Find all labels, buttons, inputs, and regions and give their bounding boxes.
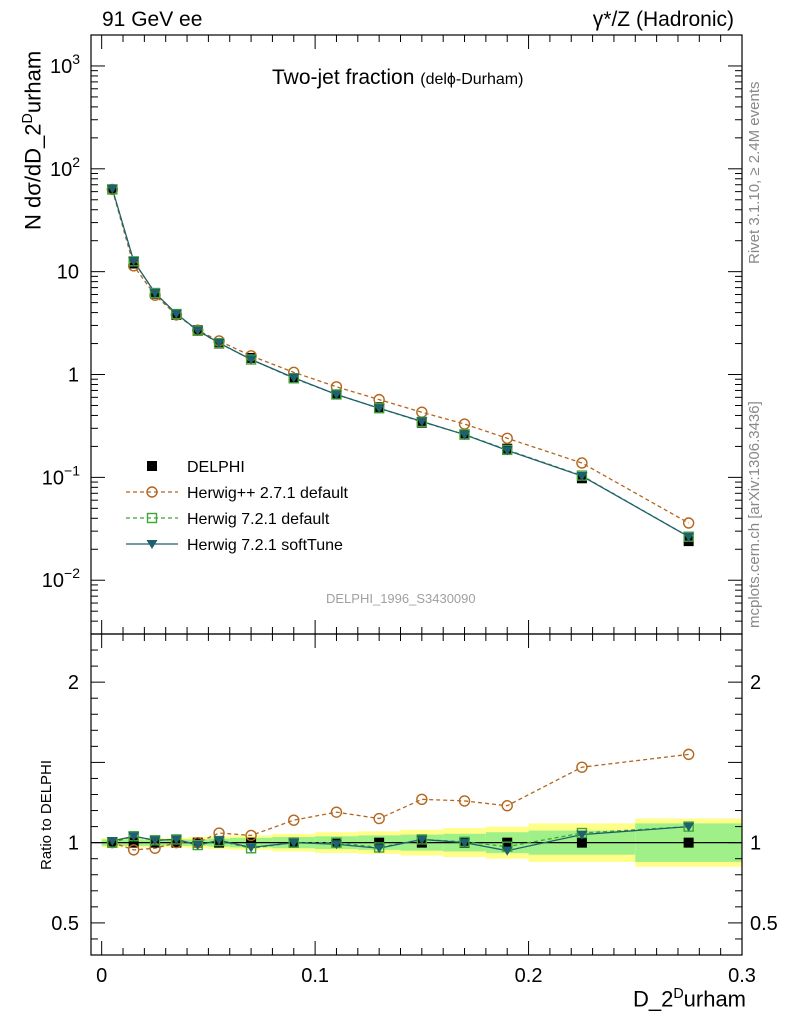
- y-tick-label-main: 10−2: [42, 565, 80, 592]
- ratio-data-point: [416, 793, 428, 806]
- legend-label: DELPHI: [187, 459, 245, 476]
- y-tick-label-ratio: 1: [68, 833, 79, 855]
- ratio-data-point: [373, 844, 385, 854]
- x-tick-label: 0.3: [728, 965, 756, 987]
- main-data-point: [416, 406, 428, 418]
- ratio-plot-frame: [90, 633, 743, 956]
- y-tick-label-ratio-right: 0.5: [750, 913, 778, 935]
- axis-ticks: [91, 34, 743, 955]
- y-tick-label-main: 103: [50, 51, 80, 78]
- main-data-point: [245, 355, 257, 365]
- ratio-data-point: [246, 837, 257, 848]
- y-tick-label-main: 102: [50, 154, 80, 181]
- ratio-data-point: [149, 836, 161, 846]
- legend-marker: [146, 486, 158, 498]
- ratio-data-point: [576, 761, 588, 773]
- x-tick-label: 0.1: [301, 965, 329, 987]
- main-data-point: [501, 446, 513, 456]
- ratio-data-point: [330, 840, 342, 850]
- ratio-data-point: [128, 832, 140, 842]
- x-axis-label: D_2Durham: [633, 986, 746, 1012]
- legend: DELPHI Herwig++ 2.7.1 default Herwig 7.2.1…: [126, 459, 349, 554]
- axis-tick-labels: 0 0.1 0.2 0.3 10−2 10−1 1 10 102 103 0.5 0.5 1 1 2 2: [42, 51, 778, 987]
- x-axis-label-text: D_2: [632, 986, 674, 1012]
- main-data-point: [458, 418, 471, 430]
- ratio-data-point: [682, 748, 695, 761]
- legend-marker: [146, 540, 158, 549]
- ratio-data-point: [288, 838, 300, 848]
- legend-label: Herwig++ 2.7.1 default: [187, 485, 349, 502]
- plot-title-sub: (delϕ-Durham): [420, 71, 524, 88]
- legend-marker: [147, 461, 157, 471]
- main-data-point: [106, 184, 118, 194]
- ratio-data-point: [330, 806, 343, 818]
- main-data-point: [683, 532, 695, 542]
- ratio-data-point: [245, 829, 257, 842]
- main-data-point: [576, 457, 588, 469]
- main-data-point: [213, 338, 225, 348]
- ratio-data-point: [458, 795, 471, 807]
- ratio-data-point: [683, 837, 694, 848]
- main-data-point: [192, 326, 204, 336]
- ratio-data-point: [170, 835, 182, 845]
- ratio-data-point: [192, 841, 204, 851]
- main-data-point: [330, 390, 342, 400]
- y-tick-label-ratio-right: 1: [750, 833, 761, 855]
- ratio-data-point: [127, 844, 140, 856]
- series-markers: [106, 183, 695, 856]
- y-tick-label-main: 1: [68, 365, 79, 387]
- y-tick-label-ratio: 2: [68, 672, 79, 694]
- x-axis-label-tail: urham: [683, 986, 746, 1012]
- y-tick-label-main: 10: [57, 262, 79, 284]
- ratio-data-point: [459, 838, 471, 848]
- x-axis-label-sup: D: [673, 986, 684, 1002]
- ratio-data-point: [501, 846, 513, 856]
- ratio-data-point: [106, 837, 118, 847]
- x-tick-label: 0.2: [515, 965, 543, 987]
- analysis-id-label: DELPHI_1996_S3430090: [326, 591, 476, 606]
- main-data-point: [459, 430, 471, 440]
- main-series-line: [111, 189, 689, 524]
- main-data-point: [170, 309, 182, 319]
- main-data-point: [501, 432, 513, 444]
- ratio-data-point: [576, 830, 588, 840]
- plot-title: Two-jet fraction (delϕ-Durham): [272, 66, 523, 90]
- x-tick-label: 0: [96, 965, 107, 987]
- y-tick-label-ratio: 0.5: [51, 913, 79, 935]
- y-tick-label-ratio-right: 2: [750, 672, 761, 694]
- header-right-label: γ*/Z (Hadronic): [592, 8, 734, 31]
- main-data-point: [682, 517, 695, 529]
- legend-marker: [146, 512, 158, 524]
- legend-label: Herwig 7.2.1 softTune: [187, 537, 343, 554]
- main-data-point: [373, 404, 385, 414]
- plot-title-main: Two-jet fraction: [272, 66, 415, 89]
- header-left-label: 91 GeV ee: [102, 8, 203, 31]
- ratio-data-point: [683, 822, 695, 832]
- ratio-data-point: [128, 837, 139, 848]
- ratio-series-line: [112, 753, 689, 851]
- main-data-point: [576, 472, 588, 482]
- y-tick-label-main: 10−1: [42, 462, 80, 489]
- main-data-point: [128, 256, 140, 266]
- main-data-point: [149, 289, 161, 299]
- ratio-data-point: [245, 843, 257, 853]
- ratio-data-point: [576, 837, 587, 848]
- main-data-point: [416, 417, 428, 427]
- legend-label: Herwig 7.2.1 default: [187, 511, 330, 528]
- ratio-data-point: [373, 812, 385, 825]
- ratio-data-point: [416, 835, 428, 845]
- ratio-data-point: [288, 814, 300, 826]
- main-data-point: [288, 373, 300, 383]
- ratio-data-point: [501, 800, 513, 812]
- ratio-data-point: [213, 836, 225, 846]
